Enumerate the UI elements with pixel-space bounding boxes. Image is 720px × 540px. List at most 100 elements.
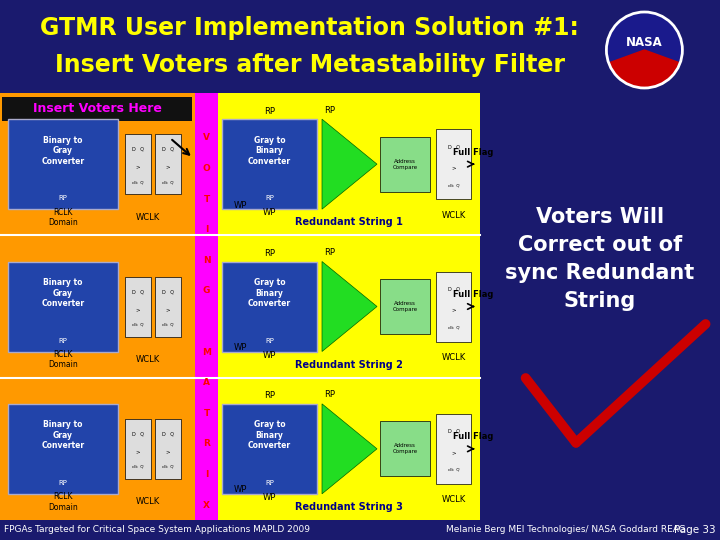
Text: Voters Will
Correct out of
sync Redundant
String: Voters Will Correct out of sync Redundan… — [505, 207, 695, 311]
Text: >: > — [135, 449, 140, 454]
Text: RP: RP — [264, 392, 275, 400]
Text: RCLK
Domain: RCLK Domain — [48, 350, 78, 369]
FancyBboxPatch shape — [155, 419, 181, 479]
Text: RP: RP — [264, 249, 275, 258]
Text: Binary to
Gray
Converter: Binary to Gray Converter — [42, 421, 84, 450]
Text: RP: RP — [264, 107, 275, 116]
FancyBboxPatch shape — [222, 261, 317, 352]
Text: clk  Q̅: clk Q̅ — [448, 468, 459, 472]
Text: Full Flag: Full Flag — [453, 147, 493, 157]
FancyBboxPatch shape — [8, 119, 118, 209]
Text: RCLK
Domain: RCLK Domain — [48, 208, 78, 227]
Text: D   Q: D Q — [162, 147, 174, 152]
Text: D   Q: D Q — [132, 289, 144, 294]
Text: RP: RP — [325, 106, 336, 114]
FancyBboxPatch shape — [380, 137, 430, 192]
Text: Address
Compare: Address Compare — [392, 443, 418, 454]
Text: Redundant String 1: Redundant String 1 — [295, 217, 403, 227]
Text: M: M — [202, 348, 211, 356]
Text: >: > — [451, 307, 456, 313]
Text: WP: WP — [263, 493, 276, 502]
Text: WCLK: WCLK — [441, 496, 466, 504]
Text: V: V — [203, 133, 210, 143]
Text: Full Flag: Full Flag — [453, 290, 493, 299]
Text: WP: WP — [263, 350, 276, 360]
Text: RP: RP — [265, 195, 274, 201]
FancyBboxPatch shape — [222, 404, 317, 494]
Text: WP: WP — [233, 201, 247, 210]
FancyBboxPatch shape — [380, 421, 430, 476]
FancyBboxPatch shape — [8, 261, 118, 352]
FancyBboxPatch shape — [155, 276, 181, 336]
FancyBboxPatch shape — [2, 97, 192, 121]
Text: >: > — [451, 450, 456, 455]
Text: Gray to
Binary
Converter: Gray to Binary Converter — [248, 421, 291, 450]
Text: Redundant String 2: Redundant String 2 — [295, 360, 403, 370]
Text: RCLK
Domain: RCLK Domain — [48, 492, 78, 512]
Text: Melanie Berg MEI Technologies/ NASA Goddard REAG: Melanie Berg MEI Technologies/ NASA Godd… — [446, 525, 686, 535]
FancyBboxPatch shape — [436, 129, 471, 199]
Text: >: > — [166, 449, 171, 454]
Text: G: G — [203, 286, 210, 295]
Text: >: > — [135, 307, 140, 312]
Text: Gray to
Binary
Converter: Gray to Binary Converter — [248, 136, 291, 166]
Text: N: N — [203, 256, 210, 265]
Text: WCLK: WCLK — [136, 355, 160, 364]
Text: RP: RP — [58, 338, 68, 343]
Text: clk  Q̅: clk Q̅ — [162, 465, 174, 469]
Text: Binary to
Gray
Converter: Binary to Gray Converter — [42, 136, 84, 166]
Text: D   Q: D Q — [448, 429, 459, 434]
Text: Gray to
Binary
Converter: Gray to Binary Converter — [248, 278, 291, 308]
Text: R: R — [203, 440, 210, 448]
Text: WCLK: WCLK — [441, 353, 466, 362]
Text: >: > — [166, 307, 171, 312]
Polygon shape — [322, 261, 377, 352]
Text: clk  Q̅: clk Q̅ — [448, 183, 459, 187]
Text: D   Q: D Q — [162, 289, 174, 294]
Text: X: X — [203, 501, 210, 510]
Text: WP: WP — [233, 485, 247, 495]
Text: NASA: NASA — [626, 36, 663, 49]
Text: clk  Q̅: clk Q̅ — [162, 180, 174, 184]
Text: WP: WP — [233, 343, 247, 352]
Text: >: > — [166, 165, 171, 170]
Polygon shape — [322, 119, 377, 209]
Text: D   Q: D Q — [448, 144, 459, 149]
FancyBboxPatch shape — [125, 134, 151, 194]
Text: clk  Q̅: clk Q̅ — [132, 180, 144, 184]
Text: WCLK: WCLK — [136, 497, 160, 507]
FancyBboxPatch shape — [195, 93, 480, 520]
Text: RP: RP — [265, 480, 274, 486]
FancyBboxPatch shape — [195, 93, 218, 520]
Text: RP: RP — [325, 390, 336, 400]
Text: T: T — [203, 194, 210, 204]
Text: A: A — [203, 378, 210, 387]
Text: RP: RP — [325, 248, 336, 257]
FancyBboxPatch shape — [125, 276, 151, 336]
Circle shape — [606, 12, 683, 88]
Text: Address
Compare: Address Compare — [392, 159, 418, 170]
Text: D   Q: D Q — [448, 287, 459, 292]
Text: WCLK: WCLK — [136, 213, 160, 222]
Text: clk  Q̅: clk Q̅ — [132, 465, 144, 469]
Text: Insert Voters after Metastability Filter: Insert Voters after Metastability Filter — [55, 53, 564, 77]
FancyBboxPatch shape — [8, 404, 118, 494]
FancyBboxPatch shape — [0, 93, 195, 520]
Text: GTMR User Implementation Solution #1:: GTMR User Implementation Solution #1: — [40, 16, 579, 40]
Wedge shape — [608, 50, 680, 88]
Text: RP: RP — [58, 480, 68, 486]
FancyBboxPatch shape — [436, 272, 471, 341]
Text: I: I — [204, 470, 208, 479]
Text: Redundant String 3: Redundant String 3 — [295, 502, 403, 512]
Text: Page 33: Page 33 — [675, 525, 716, 535]
Text: WCLK: WCLK — [441, 211, 466, 220]
Polygon shape — [322, 404, 377, 494]
Text: Insert Voters Here: Insert Voters Here — [32, 103, 161, 116]
Text: T: T — [203, 409, 210, 418]
Text: D   Q: D Q — [162, 431, 174, 436]
Text: Full Flag: Full Flag — [453, 433, 493, 441]
FancyBboxPatch shape — [155, 134, 181, 194]
Text: clk  Q̅: clk Q̅ — [448, 326, 459, 329]
Text: RP: RP — [265, 338, 274, 343]
FancyBboxPatch shape — [380, 279, 430, 334]
